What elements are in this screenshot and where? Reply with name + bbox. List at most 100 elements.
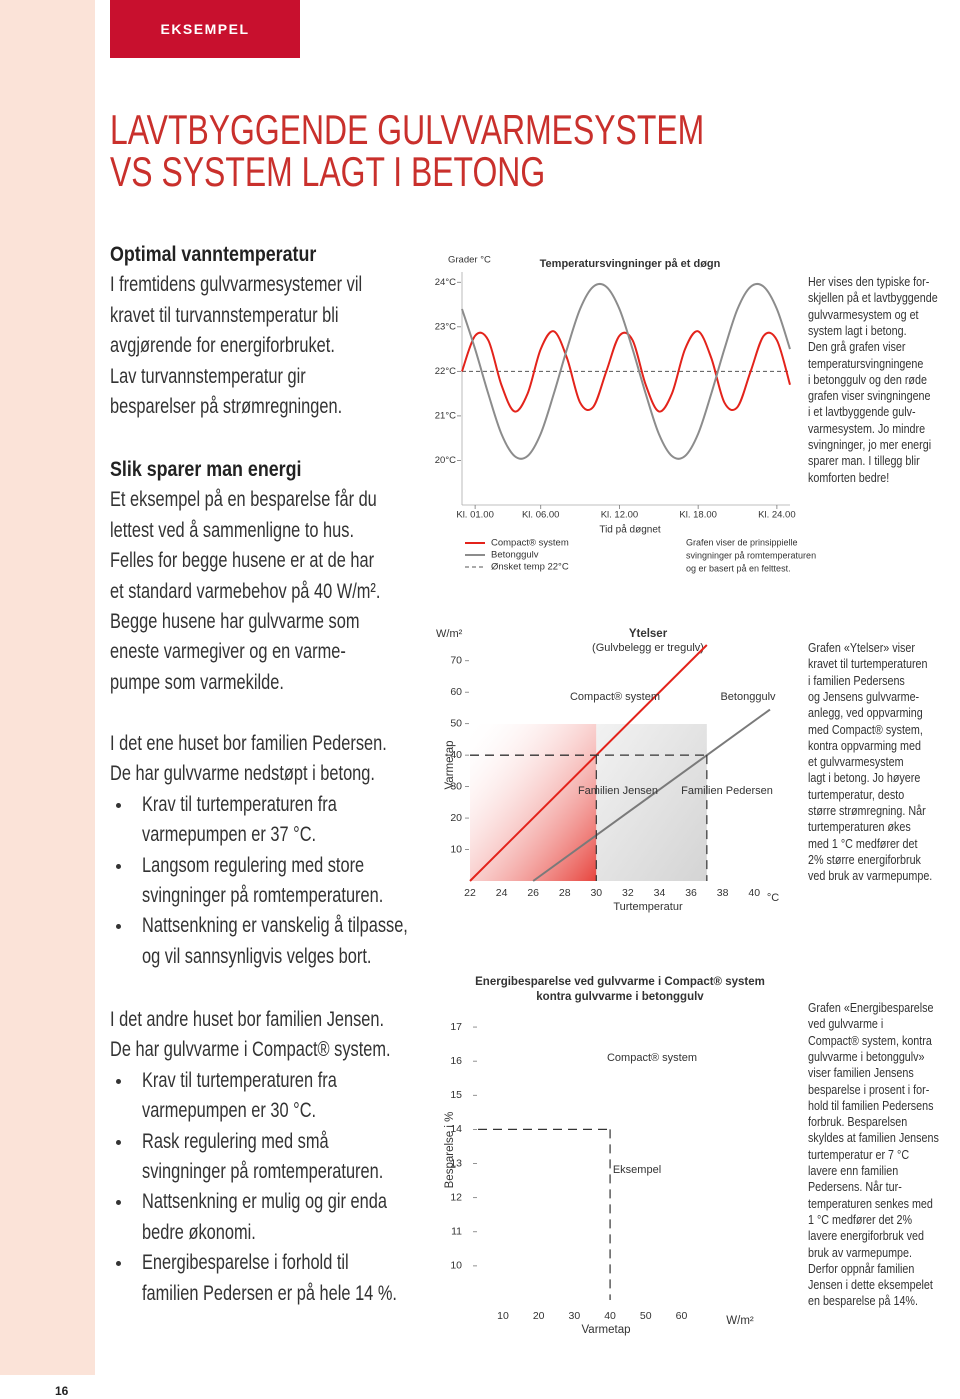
- body-line: I det andre huset bor familien Jensen.: [110, 1008, 385, 1031]
- x-tick-label: 28: [559, 887, 571, 899]
- side-text: Pedersens. Når tur-: [808, 1180, 902, 1195]
- bullet: [116, 924, 121, 930]
- page-title: LAVTBYGGENDE GULVVARMESYSTEM: [110, 106, 705, 153]
- side-text: større strømregning. Når: [808, 804, 926, 818]
- legend-label: Compact® system: [491, 538, 569, 549]
- side-text: varmesystem. Jo mindre: [808, 421, 926, 436]
- x-tick-label: 34: [654, 887, 666, 899]
- series-label: Betonggulv: [720, 691, 776, 703]
- side-text: en besparelse på 14%.: [808, 1294, 918, 1309]
- side-text: i et lavtbyggende gulv-: [808, 405, 916, 420]
- x-tick-label: 22: [464, 887, 476, 899]
- y-label: Grader °C: [448, 255, 491, 266]
- y-unit: W/m²: [436, 628, 463, 640]
- side-text: grafen viser svingningene: [808, 389, 931, 404]
- side-text: turtemperaturen økes: [808, 820, 911, 835]
- x-tick-label: Kl. 24.00: [758, 510, 796, 521]
- chart: Besparelse i % Varmetap W/m² Compact® syste…: [444, 976, 765, 1336]
- body-line: et standard varmebehov på 40 W/m².: [110, 579, 381, 603]
- side-text: med 1 °C medfører det: [808, 836, 918, 851]
- side-text: Grafen «Ytelser» viser: [808, 641, 915, 655]
- x-label: Turtemperatur: [613, 901, 683, 913]
- side-text: viser familien Jensens: [808, 1066, 914, 1081]
- side-text: system lagt i betong.: [808, 323, 907, 338]
- x-tick-label: Kl. 06.00: [522, 510, 560, 521]
- bullet-line: svingninger på romtemperaturen.: [142, 884, 384, 907]
- side-text: 2% større energiforbruk: [808, 852, 921, 867]
- side-text: lavere energiforbruk ved: [808, 1229, 924, 1244]
- side-text: forbruk. Besparelsen: [808, 1115, 908, 1130]
- series-line: [532, 708, 771, 882]
- side-text: i familien Pedersens: [808, 673, 905, 688]
- body-line: I det ene huset bor familien Pedersen.: [110, 732, 387, 755]
- bullet-line: Energibesparelse i forhold til: [142, 1251, 349, 1275]
- y-tick-label: 60: [450, 686, 462, 698]
- side-text: besparelse i prosent i for-: [808, 1082, 930, 1097]
- y-tick-label: 16: [450, 1055, 462, 1067]
- series-line: [461, 282, 791, 460]
- bullet-line: Krav til turtemperaturen fra: [142, 1068, 337, 1092]
- side-text: komforten bedre!: [808, 470, 890, 485]
- x-tick-label: 30: [569, 1310, 581, 1322]
- side-text: sparer man. I tillegg blir: [808, 454, 920, 469]
- bullet: [116, 1139, 121, 1145]
- bullet-line: familien Pedersen er på hele 14 %.: [142, 1281, 397, 1305]
- bullet: [116, 1078, 121, 1084]
- x-label: Tid på døgnet: [599, 524, 661, 536]
- marker-label: Eksempel: [613, 1164, 661, 1176]
- bullet-line: varmepumpen er 30 °C.: [142, 1099, 317, 1123]
- x-tick-label: Kl. 01.00: [456, 510, 494, 521]
- x-tick-label: 50: [640, 1310, 652, 1322]
- y-tick-label: 11: [451, 1226, 462, 1238]
- y-tick-label: 15: [450, 1089, 462, 1101]
- marker-label: Familien Jensen: [578, 785, 658, 797]
- x-tick-label: 26: [527, 887, 539, 899]
- side-text: Jensen i dette eksempelet: [808, 1278, 933, 1293]
- y-tick-label: 30: [450, 780, 462, 792]
- bullet-line: bedre økonomi.: [142, 1220, 256, 1244]
- body-line: pumpe som varmekilde.: [110, 670, 284, 694]
- bullet-line: varmepumpen er 37 °C.: [142, 823, 317, 847]
- side-text: gulvvarme i betonggulv»: [808, 1049, 925, 1064]
- side-text: temperatursvingningene: [808, 356, 924, 371]
- y-label: Besparelse i %: [444, 1112, 456, 1189]
- section-label: EKSEMPEL: [110, 0, 300, 58]
- y-tick-label: 12: [450, 1191, 462, 1203]
- side-text: Compact® system, kontra: [808, 1033, 932, 1048]
- side-text: svingninger, jo mer energi: [808, 438, 932, 452]
- body-line: De har gulvvarme i Compact® system.: [110, 1038, 391, 1062]
- body-line: I fremtidens gulvvarmesystemer vil: [110, 273, 363, 297]
- side-text: Her vises den typiske for-: [808, 275, 930, 289]
- side-text: hold til familien Pedersens: [808, 1098, 934, 1113]
- body-line: Lav turvannstemperatur gir: [110, 364, 306, 388]
- x-tick-label: 36: [685, 887, 697, 899]
- side-text: gulvvarmesystem og et: [808, 307, 919, 322]
- shade: [470, 724, 597, 881]
- body-line: Et eksempel på en besparelse får du: [110, 488, 377, 512]
- y-tick-label: 23°C: [435, 321, 456, 332]
- series-label: Compact® system: [570, 691, 660, 703]
- side-text: 1 °C medfører det 2%: [808, 1212, 913, 1227]
- side-text: kravet til turtemperaturen: [808, 657, 928, 672]
- bullet-line: og vil sannsynligvis velges bort.: [142, 944, 372, 968]
- heading: Slik sparer man energi: [110, 458, 302, 481]
- bullet-line: Nattsenkning er vanskelig å tilpasse,: [142, 914, 408, 938]
- legend-label: Betonggulv: [491, 550, 539, 561]
- side-text: lavere enn familien: [808, 1164, 899, 1178]
- body-line: Begge husene har gulvvarme som: [110, 610, 360, 633]
- x-tick-label: 38: [717, 887, 729, 899]
- x-tick-label: 30: [590, 887, 602, 899]
- x-tick-label: Kl. 18.00: [679, 510, 717, 521]
- y-tick-label: 20: [450, 812, 462, 824]
- side-text: lagt i betong. Jo høyere: [808, 771, 921, 786]
- x-unit: °C: [767, 892, 779, 904]
- side-text: temperaturen senkes med: [808, 1196, 933, 1211]
- heading: Optimal vanntemperatur: [110, 243, 317, 266]
- body-line: besparelser på strømregningen.: [110, 395, 343, 418]
- side-text: og Jensens gulvvarme-: [808, 689, 920, 704]
- chart: Temperatursvingninger på et døgn Grader °…: [435, 255, 816, 574]
- legend-label: Ønsket temp 22°C: [491, 562, 569, 573]
- side-text: i betonggulv og den røde: [808, 372, 927, 387]
